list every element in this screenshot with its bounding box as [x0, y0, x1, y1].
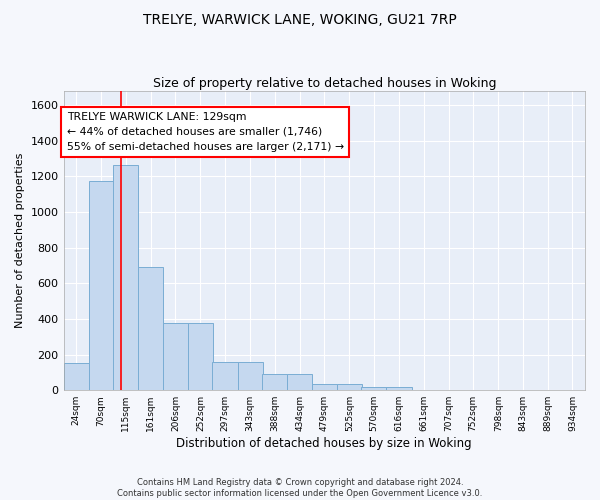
Bar — [312, 384, 337, 390]
Bar — [188, 324, 213, 390]
Bar — [238, 362, 263, 390]
Bar — [138, 267, 163, 390]
Bar — [212, 362, 238, 390]
Bar — [262, 374, 287, 390]
Bar — [89, 180, 114, 390]
Text: TRELYE, WARWICK LANE, WOKING, GU21 7RP: TRELYE, WARWICK LANE, WOKING, GU21 7RP — [143, 12, 457, 26]
Bar — [64, 364, 89, 390]
Bar — [386, 386, 412, 390]
Bar — [163, 324, 188, 390]
Text: TRELYE WARWICK LANE: 129sqm
← 44% of detached houses are smaller (1,746)
55% of : TRELYE WARWICK LANE: 129sqm ← 44% of det… — [67, 112, 344, 152]
Title: Size of property relative to detached houses in Woking: Size of property relative to detached ho… — [152, 76, 496, 90]
Bar — [361, 386, 386, 390]
Text: Contains HM Land Registry data © Crown copyright and database right 2024.
Contai: Contains HM Land Registry data © Crown c… — [118, 478, 482, 498]
Bar — [287, 374, 312, 390]
Bar — [337, 384, 362, 390]
Bar — [113, 164, 138, 390]
X-axis label: Distribution of detached houses by size in Woking: Distribution of detached houses by size … — [176, 437, 472, 450]
Y-axis label: Number of detached properties: Number of detached properties — [15, 153, 25, 328]
